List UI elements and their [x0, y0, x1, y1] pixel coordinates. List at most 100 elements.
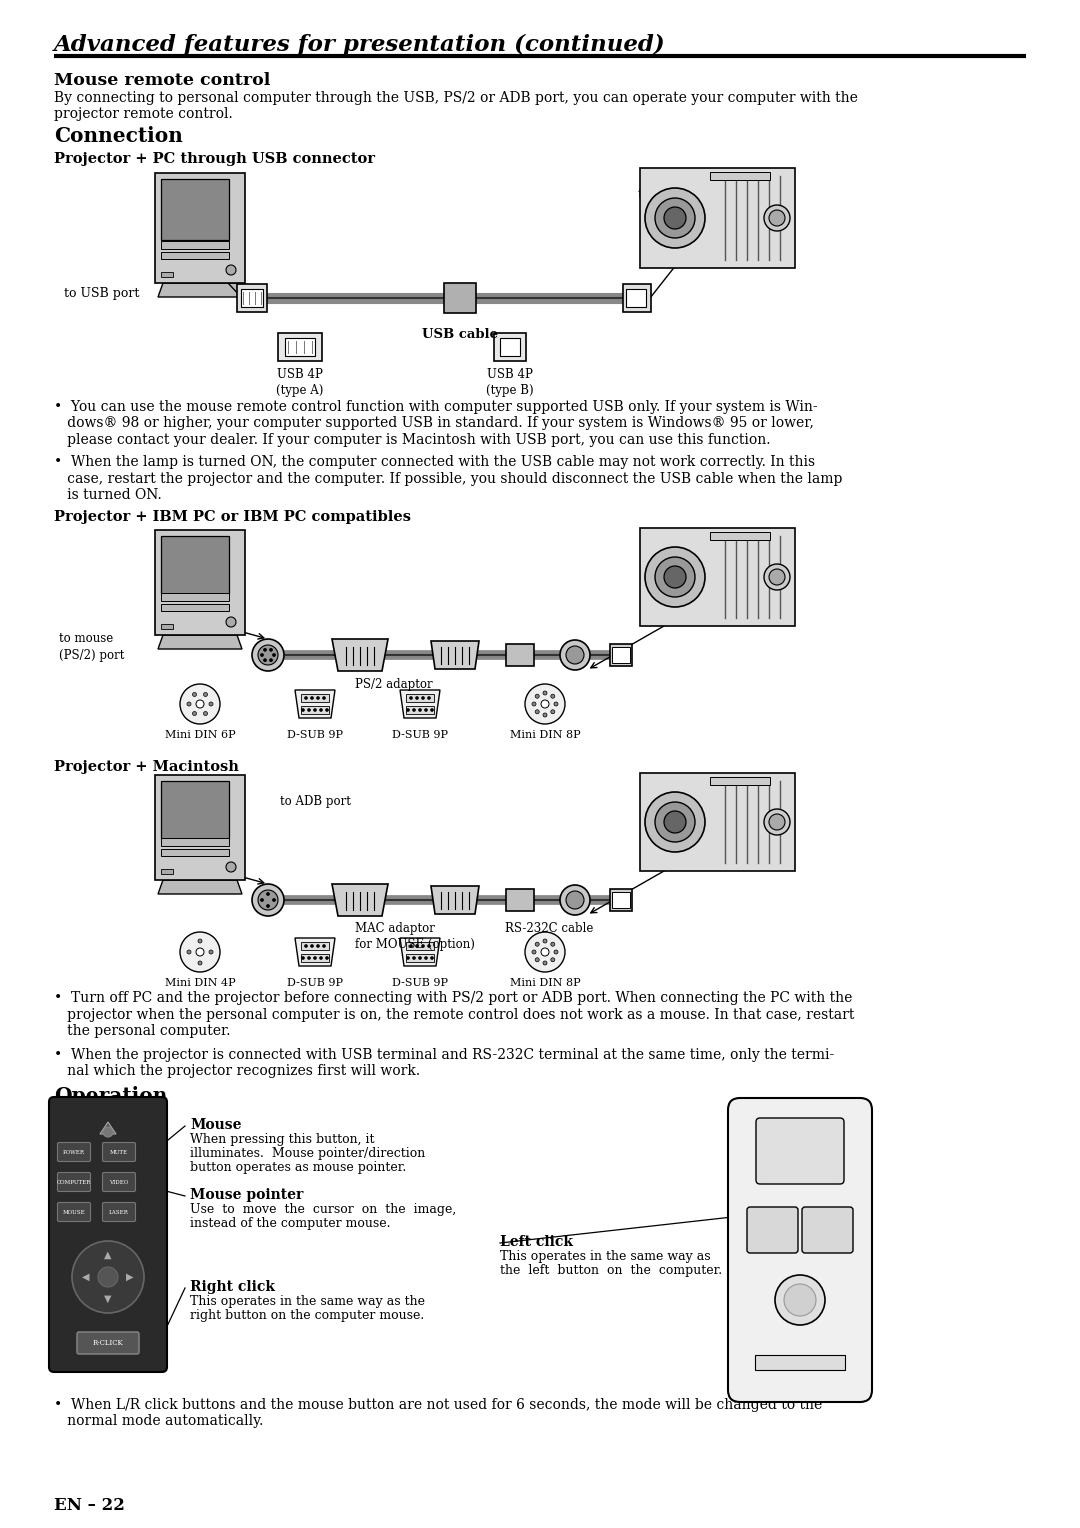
Text: to ADB port: to ADB port: [280, 795, 351, 808]
Circle shape: [409, 697, 413, 700]
FancyBboxPatch shape: [161, 536, 229, 594]
Text: •  When the lamp is turned ON, the computer connected with the USB cable may not: • When the lamp is turned ON, the comput…: [54, 455, 815, 469]
Circle shape: [419, 957, 421, 960]
Polygon shape: [400, 938, 440, 966]
Circle shape: [543, 691, 546, 695]
Text: Mini DIN 4P: Mini DIN 4P: [164, 978, 235, 989]
Circle shape: [645, 792, 705, 853]
Text: D-SUB 9P: D-SUB 9P: [392, 978, 448, 989]
FancyBboxPatch shape: [103, 1203, 135, 1221]
Circle shape: [267, 905, 270, 908]
Text: Operation: Operation: [54, 1086, 167, 1106]
Text: Advanced features for presentation (continued): Advanced features for presentation (cont…: [54, 34, 665, 57]
Polygon shape: [400, 691, 440, 718]
Circle shape: [536, 958, 539, 961]
FancyBboxPatch shape: [57, 1143, 91, 1161]
FancyBboxPatch shape: [755, 1355, 845, 1371]
FancyBboxPatch shape: [500, 338, 519, 356]
Circle shape: [566, 891, 584, 909]
Circle shape: [431, 709, 433, 712]
Circle shape: [320, 957, 323, 960]
Text: LASER: LASER: [109, 1210, 129, 1215]
Circle shape: [764, 808, 789, 834]
Text: projector remote control.: projector remote control.: [54, 107, 233, 121]
Text: to RS-232C
terminal: to RS-232C terminal: [640, 530, 708, 559]
Circle shape: [258, 889, 278, 911]
Circle shape: [203, 712, 207, 715]
Circle shape: [413, 709, 416, 712]
FancyBboxPatch shape: [161, 179, 229, 240]
Polygon shape: [332, 639, 388, 671]
FancyBboxPatch shape: [278, 333, 322, 361]
FancyBboxPatch shape: [57, 1203, 91, 1221]
FancyBboxPatch shape: [241, 289, 264, 307]
Text: By connecting to personal computer through the USB, PS/2 or ADB port, you can op: By connecting to personal computer throu…: [54, 92, 858, 105]
Text: Mouse remote control: Mouse remote control: [54, 72, 270, 89]
Circle shape: [561, 885, 590, 915]
FancyBboxPatch shape: [161, 593, 229, 601]
Circle shape: [260, 898, 264, 902]
Text: is turned ON.: is turned ON.: [54, 487, 162, 503]
Circle shape: [316, 944, 320, 947]
Text: MUTE: MUTE: [110, 1149, 129, 1155]
Circle shape: [431, 957, 433, 960]
Text: the personal computer.: the personal computer.: [54, 1024, 230, 1038]
Text: EN – 22: EN – 22: [54, 1497, 125, 1514]
Circle shape: [543, 714, 546, 717]
Circle shape: [198, 961, 202, 966]
Circle shape: [313, 709, 316, 712]
FancyBboxPatch shape: [610, 889, 632, 911]
Circle shape: [551, 694, 555, 698]
Text: ▼: ▼: [105, 1294, 111, 1303]
FancyBboxPatch shape: [507, 889, 534, 911]
Circle shape: [226, 862, 237, 872]
Circle shape: [210, 950, 213, 953]
Text: COMPUTER: COMPUTER: [57, 1180, 91, 1184]
FancyBboxPatch shape: [640, 168, 795, 267]
Text: Use  to  move  the  cursor  on  the  image,: Use to move the cursor on the image,: [190, 1203, 456, 1216]
Circle shape: [210, 701, 213, 706]
Text: D-SUB 9P: D-SUB 9P: [287, 978, 343, 989]
FancyBboxPatch shape: [406, 953, 434, 963]
FancyBboxPatch shape: [301, 953, 329, 963]
Circle shape: [551, 958, 555, 961]
Polygon shape: [158, 636, 242, 649]
Circle shape: [654, 802, 696, 842]
Circle shape: [654, 199, 696, 238]
Text: ◀: ◀: [82, 1271, 90, 1282]
FancyBboxPatch shape: [161, 869, 173, 874]
Text: Left click: Left click: [500, 1235, 573, 1248]
Text: USB cable: USB cable: [422, 329, 498, 341]
Circle shape: [323, 944, 325, 947]
Text: MAC adaptor
for MOUSE (option): MAC adaptor for MOUSE (option): [355, 921, 475, 950]
Circle shape: [428, 944, 431, 947]
Text: case, restart the projector and the computer. If possible, you should disconnect: case, restart the projector and the comp…: [54, 472, 842, 486]
Circle shape: [769, 568, 785, 585]
Circle shape: [645, 547, 705, 607]
Text: illuminates.  Mouse pointer/direction: illuminates. Mouse pointer/direction: [190, 1148, 426, 1160]
Circle shape: [775, 1274, 825, 1325]
FancyBboxPatch shape: [756, 1118, 843, 1184]
FancyBboxPatch shape: [161, 241, 229, 249]
Circle shape: [305, 944, 308, 947]
FancyBboxPatch shape: [285, 338, 315, 356]
Text: •  When the projector is connected with USB terminal and RS-232C terminal at the: • When the projector is connected with U…: [54, 1048, 834, 1062]
Text: projector when the personal computer is on, the remote control does not work as : projector when the personal computer is …: [54, 1007, 854, 1022]
Text: D-SUB 9P: D-SUB 9P: [287, 730, 343, 740]
Text: USB 4P
(type A): USB 4P (type A): [276, 368, 324, 397]
Circle shape: [272, 654, 275, 657]
FancyBboxPatch shape: [156, 173, 245, 283]
Circle shape: [260, 654, 264, 657]
FancyBboxPatch shape: [612, 892, 630, 908]
FancyBboxPatch shape: [161, 837, 229, 847]
Circle shape: [769, 814, 785, 830]
Circle shape: [541, 947, 549, 957]
Circle shape: [325, 709, 328, 712]
Polygon shape: [100, 1122, 116, 1134]
Circle shape: [313, 957, 316, 960]
Polygon shape: [332, 885, 388, 915]
Text: When pressing this button, it: When pressing this button, it: [190, 1132, 375, 1146]
Circle shape: [551, 943, 555, 946]
Circle shape: [226, 264, 237, 275]
Text: USB 4P
(type B): USB 4P (type B): [486, 368, 534, 397]
